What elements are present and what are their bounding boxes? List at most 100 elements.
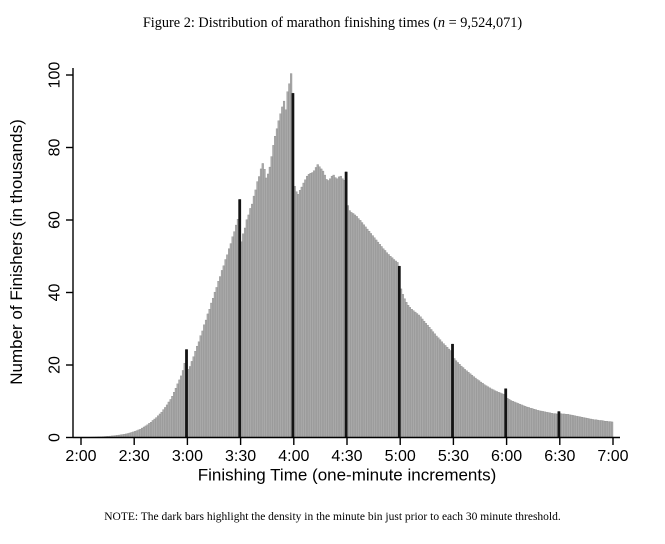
histogram-bar [139, 428, 142, 438]
histogram-bar [155, 417, 158, 438]
histogram-bar [373, 237, 376, 438]
histogram-bar [263, 169, 266, 438]
histogram-bar [141, 427, 144, 438]
histogram-bar [217, 281, 220, 438]
histogram-bar [359, 220, 362, 438]
histogram-bar [412, 310, 415, 438]
histogram-bar [531, 408, 534, 438]
histogram-bar [499, 392, 502, 438]
histogram-bar [352, 213, 355, 438]
histogram-bar [153, 418, 156, 438]
histogram-bar [439, 339, 442, 438]
histogram-bar [431, 331, 435, 438]
histogram-bar [178, 379, 181, 438]
histogram-bar [204, 319, 208, 438]
x-tick-label: 3:30 [225, 448, 256, 465]
histogram-bar [428, 327, 431, 438]
histogram-bar [329, 178, 332, 438]
histogram-bar [517, 403, 520, 438]
histogram-bar [249, 208, 252, 438]
histogram-bar [598, 420, 601, 438]
figure-title: Figure 2: Distribution of marathon finis… [0, 15, 665, 32]
histogram-bar [226, 254, 229, 438]
histogram-bar [485, 385, 488, 438]
histogram-bar [348, 210, 351, 438]
histogram-bar [513, 401, 516, 438]
histogram-bar [389, 256, 392, 438]
x-tick-label: 4:30 [331, 448, 362, 465]
histogram-bar [307, 174, 310, 438]
histogram-bar [224, 259, 227, 438]
histogram-bar [368, 231, 371, 438]
histogram-bar [277, 120, 280, 438]
histogram-bar [279, 113, 282, 438]
threshold-highlight-bar [397, 266, 401, 438]
histogram-bar [235, 224, 238, 438]
histogram-bar [309, 173, 312, 438]
threshold-highlight-bar [451, 343, 454, 438]
histogram-bar [605, 421, 608, 438]
figure-title-suffix: = 9,524,071) [445, 15, 523, 31]
n-variable: n [437, 15, 446, 31]
histogram-bar [274, 136, 277, 438]
histogram-bar [268, 166, 271, 438]
histogram-bar [298, 190, 302, 438]
histogram-bar [135, 430, 138, 438]
histogram-bar [357, 218, 360, 438]
histogram-bar [176, 383, 179, 438]
histogram-bar [251, 203, 254, 438]
histogram-bar [353, 214, 357, 438]
histogram-bar [233, 231, 236, 438]
histogram-bar [545, 411, 548, 438]
histogram-bar [494, 390, 497, 438]
histogram-bar [541, 411, 545, 438]
histogram-bar [261, 163, 264, 438]
histogram-bar [492, 389, 495, 438]
x-tick-label: 7:00 [597, 448, 628, 465]
histogram-bar [167, 401, 170, 438]
histogram-bar [181, 370, 185, 438]
histogram-bar [408, 307, 412, 438]
histogram-bar [426, 324, 429, 438]
histogram-bar [478, 380, 481, 438]
histogram-bar [470, 374, 474, 438]
x-tick-label: 5:30 [438, 448, 469, 465]
histogram-bar [600, 420, 603, 438]
histogram-bar [407, 305, 410, 438]
histogram-bar [297, 194, 300, 438]
histogram-bar [458, 364, 461, 438]
x-tick-label: 2:30 [119, 448, 150, 465]
histogram-bar [454, 360, 458, 438]
histogram-bar [481, 382, 484, 438]
histogram-bar [320, 168, 323, 438]
histogram-bar [180, 375, 183, 438]
histogram-bar [527, 407, 530, 438]
histogram-bar [337, 176, 341, 438]
histogram-bar [382, 248, 385, 438]
histogram-bar [378, 244, 381, 438]
histogram-bar [611, 421, 614, 438]
histogram-bar [572, 415, 575, 438]
histogram-bar [304, 179, 307, 438]
histogram-bar [158, 413, 161, 438]
histogram-bar [171, 396, 174, 438]
histogram-bar [314, 167, 318, 438]
histogram-bar [330, 175, 333, 438]
histogram-bar [430, 329, 433, 438]
histogram-bar [355, 216, 358, 438]
histogram-bar [522, 405, 525, 438]
histogram-bar [440, 341, 443, 438]
histogram-bar [476, 379, 479, 438]
x-tick-label: 3:00 [172, 448, 203, 465]
histogram-bar [213, 291, 216, 438]
histogram-bar [350, 212, 353, 438]
histogram-bar [609, 421, 612, 438]
histogram-bar [270, 156, 273, 438]
histogram-bar [256, 181, 259, 438]
histogram-bar [375, 239, 378, 438]
y-tick-label: 0 [47, 433, 64, 442]
histogram-bar [144, 425, 147, 438]
histogram-bar [568, 414, 571, 438]
histogram-bar [469, 373, 472, 438]
histogram-bar [196, 345, 199, 438]
